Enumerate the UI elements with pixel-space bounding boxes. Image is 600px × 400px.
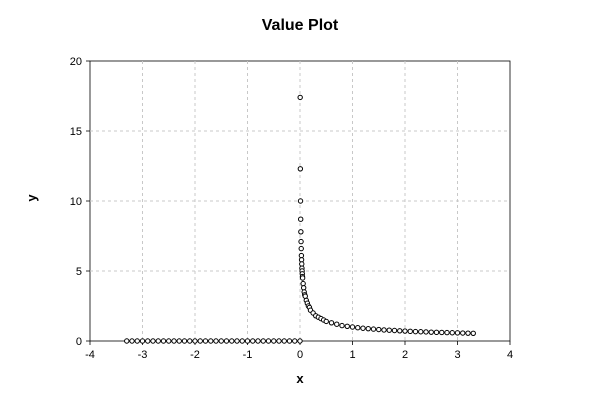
- scatter-point: [349, 324, 356, 330]
- scatter-point: [365, 325, 371, 332]
- chart-title: Value Plot: [262, 17, 339, 34]
- y-tick-label: 20: [70, 56, 82, 68]
- scatter-point: [171, 338, 177, 344]
- scatter-point: [402, 328, 408, 334]
- scatter-point: [397, 328, 403, 334]
- x-tick-label: -2: [190, 349, 200, 361]
- scatter-point: [391, 327, 398, 334]
- scatter-point: [260, 338, 266, 344]
- data-points: [124, 94, 476, 344]
- scatter-point: [412, 328, 419, 335]
- y-tick-label: 15: [70, 126, 82, 138]
- y-axis-ticks: 0 5 10 15 20: [70, 56, 90, 348]
- scatter-point: [276, 338, 282, 344]
- scatter-point: [344, 323, 350, 329]
- scatter-point: [239, 338, 245, 344]
- scatter-point: [449, 330, 455, 336]
- scatter-point: [423, 329, 429, 335]
- scatter-point: [300, 285, 307, 291]
- y-tick-label: 10: [70, 196, 82, 208]
- scatter-point: [129, 338, 135, 344]
- scatter-point: [286, 338, 293, 344]
- x-tick-label: -4: [85, 349, 95, 361]
- scatter-point: [229, 338, 235, 344]
- scatter-point: [234, 338, 240, 344]
- scatter-point: [465, 330, 471, 336]
- scatter-point: [297, 338, 303, 344]
- scatter-point: [244, 338, 251, 344]
- scatter-point: [176, 338, 182, 344]
- scatter-point: [355, 325, 361, 331]
- scatter-point: [155, 338, 161, 344]
- scatter-point: [460, 330, 466, 336]
- x-tick-label: -1: [243, 349, 253, 361]
- scatter-point: [298, 245, 304, 252]
- scatter-point: [439, 329, 445, 336]
- scatter-point: [360, 325, 366, 331]
- scatter-point: [271, 338, 277, 344]
- scatter-point: [192, 338, 198, 344]
- x-tick-label: 2: [402, 349, 408, 361]
- scatter-point: [297, 216, 304, 222]
- scatter-point: [386, 327, 392, 333]
- scatter-point: [334, 321, 340, 327]
- y-tick-label: 0: [76, 336, 82, 348]
- scatter-point: [407, 328, 413, 335]
- x-tick-label: 0: [297, 349, 303, 361]
- y-tick-label: 5: [76, 266, 82, 278]
- scatter-point: [454, 330, 461, 336]
- scatter-point: [255, 338, 261, 344]
- scatter-point: [213, 338, 219, 344]
- scatter-point: [418, 329, 424, 335]
- scatter-point: [328, 320, 335, 326]
- scatter-point: [124, 338, 130, 344]
- scatter-point: [139, 338, 146, 344]
- scatter-point: [433, 329, 440, 336]
- scatter-point: [444, 329, 450, 336]
- scatter-point: [160, 338, 167, 344]
- scatter-point: [302, 293, 308, 299]
- scatter-point: [323, 318, 329, 325]
- scatter-point: [187, 338, 193, 344]
- scatter-point: [218, 338, 224, 344]
- x-tick-label: 3: [454, 349, 460, 361]
- scatter-point: [297, 94, 303, 101]
- scatter-point: [297, 166, 304, 172]
- scatter-point: [150, 338, 156, 344]
- scatter-point: [428, 329, 434, 335]
- x-tick-label: -3: [138, 349, 148, 361]
- scatter-point: [166, 338, 172, 344]
- y-axis-label: y: [24, 194, 39, 202]
- scatter-point: [297, 198, 304, 204]
- scatter-point: [223, 338, 230, 344]
- scatter-point: [298, 238, 304, 245]
- x-tick-label: 4: [507, 349, 513, 361]
- scatter-point: [281, 338, 287, 344]
- scatter-point: [145, 338, 151, 344]
- scatter-point: [292, 338, 298, 344]
- scatter-point: [181, 338, 188, 344]
- scatter-point: [376, 326, 382, 333]
- scatter-point: [339, 322, 345, 329]
- scatter-point: [381, 327, 387, 333]
- scatter-point: [197, 338, 203, 344]
- scatter-point: [470, 330, 476, 336]
- scatter-point: [208, 338, 214, 344]
- scatter-point: [202, 338, 209, 344]
- scatter-point: [134, 338, 140, 344]
- x-tick-label: 1: [349, 349, 355, 361]
- scatter-point: [299, 275, 306, 281]
- scatter-point: [300, 280, 306, 287]
- scatter-point: [265, 338, 272, 344]
- scatter-point: [250, 338, 256, 344]
- x-axis-ticks: -4 -3 -2 -1 0 1 2 3 4: [85, 341, 513, 361]
- x-axis-label: x: [296, 371, 304, 386]
- scatter-point: [370, 326, 377, 332]
- scatter-point: [298, 229, 304, 235]
